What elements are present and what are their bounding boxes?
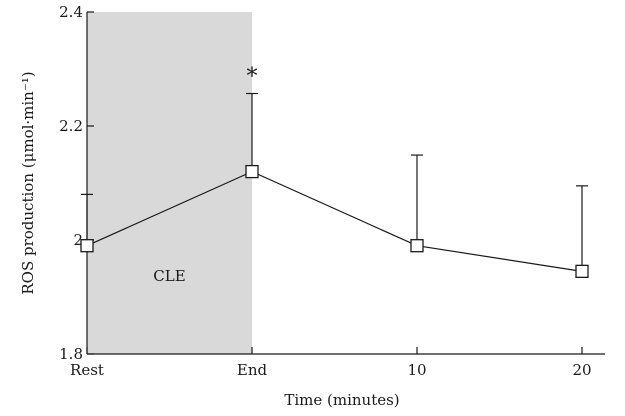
data-point-marker: [245, 164, 259, 179]
x-tick-label: 20: [572, 361, 591, 379]
x-tick-label: Rest: [70, 361, 104, 379]
axes: [86, 11, 605, 355]
y-axis-title: ROS production (μmol·min⁻¹): [19, 71, 37, 294]
data-point-marker: [80, 239, 94, 253]
y-tick-label: 2.4: [59, 3, 83, 21]
data-point-marker: [575, 264, 589, 279]
series-line: [86, 170, 583, 272]
y-tick-label: 1.8: [59, 345, 83, 363]
x-tick-label: 10: [407, 361, 426, 379]
cle-band-label: CLE: [153, 267, 185, 285]
data-point-marker: [410, 239, 424, 253]
y-tick-label: 2.2: [59, 117, 83, 135]
series-line-layer: [86, 170, 583, 272]
chart-text: CLE 1.8 2 2.2 2.4 Rest End 10 20 Time (minutes) RO…: [19, 3, 592, 409]
error-bars: [81, 92, 588, 266]
significance-asterisk: *: [247, 65, 258, 90]
x-tick-label: End: [237, 361, 268, 379]
data-markers: [80, 164, 589, 279]
cle-band-layer: [87, 12, 252, 354]
x-axis-title: Time (minutes): [284, 391, 399, 409]
y-tick-label: 2: [73, 231, 83, 249]
cle-shaded-region: [87, 12, 252, 354]
